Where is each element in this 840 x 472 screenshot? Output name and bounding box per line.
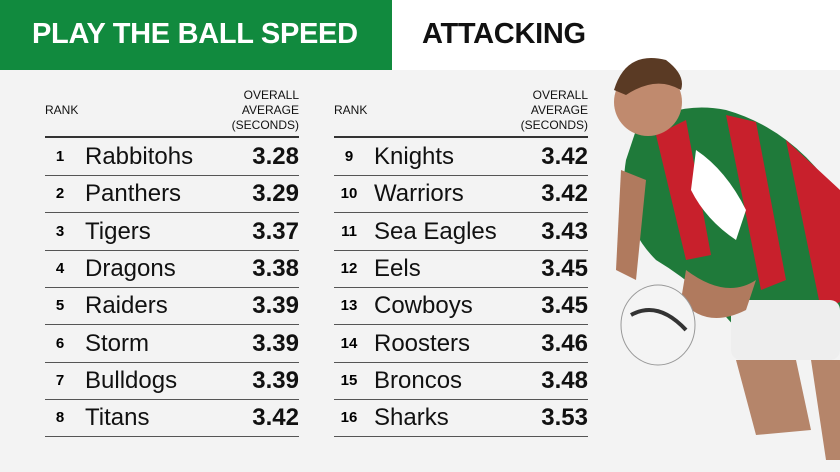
rank: 16 [340, 409, 358, 427]
table-row: 2 Panthers 3.29 [45, 175, 299, 214]
table-row: 9 Knights 3.42 [334, 138, 588, 176]
team-name: Roosters [374, 329, 471, 357]
team-name: Knights [374, 143, 455, 170]
table-row: 1 Rabbitohs 3.28 [45, 138, 299, 176]
team-name: Panthers [85, 180, 182, 208]
rank: 14 [340, 334, 358, 352]
column-header: RANK [334, 103, 368, 117]
table-row: 7 Bulldogs 3.39 [45, 362, 299, 400]
team-name: Bulldogs [85, 366, 178, 394]
average-seconds: 3.42 [541, 143, 588, 170]
rank: 4 [55, 259, 65, 277]
rank: 11 [341, 222, 357, 240]
average-seconds: 3.37 [252, 217, 299, 245]
team-name: Cowboys [374, 292, 473, 320]
table-row: 13 Cowboys 3.45 [334, 287, 588, 326]
subtitle-band: ATTACKING [392, 0, 840, 70]
column-header: OVERALL AVERAGE (SECONDS) [231, 88, 299, 132]
rank: 15 [340, 371, 358, 389]
rank: 6 [55, 334, 65, 352]
team-name: Dragons [85, 254, 176, 282]
average-seconds: 3.39 [252, 366, 299, 394]
table-row: 11 Sea Eagles 3.43 [334, 213, 588, 251]
average-seconds: 3.48 [541, 366, 588, 394]
table-row: 12 Eels 3.45 [334, 250, 588, 288]
rank: 2 [55, 185, 65, 203]
rank: 3 [55, 222, 65, 240]
table-row: 15 Broncos 3.48 [334, 362, 588, 400]
team-name: Tigers [85, 217, 151, 245]
average-seconds: 3.45 [541, 292, 588, 320]
rank: 8 [55, 409, 65, 427]
player-photo [614, 58, 840, 460]
average-seconds: 3.39 [252, 292, 299, 320]
average-seconds: 3.53 [541, 404, 588, 432]
rank: 10 [340, 185, 358, 203]
column-header: OVERALL AVERAGE (SECONDS) [520, 88, 588, 132]
average-seconds: 3.38 [252, 254, 299, 282]
rank: 12 [340, 259, 358, 277]
table-row: 8 Titans 3.42 [45, 399, 299, 438]
average-seconds: 3.46 [541, 329, 588, 357]
subtitle: ATTACKING [422, 18, 586, 50]
team-name: Raiders [85, 292, 168, 320]
table-row: 3 Tigers 3.37 [45, 213, 299, 251]
table-row: 6 Storm 3.39 [45, 325, 299, 363]
rank: 1 [55, 148, 65, 165]
table-row: 5 Raiders 3.39 [45, 287, 299, 326]
rank: 7 [55, 371, 65, 389]
header-rule [334, 136, 588, 138]
team-name: Eels [374, 254, 421, 282]
average-seconds: 3.29 [252, 180, 299, 208]
team-name: Rabbitohs [85, 143, 194, 170]
team-name: Titans [85, 404, 150, 432]
average-seconds: 3.28 [252, 143, 299, 170]
rank: 5 [55, 297, 65, 315]
header-rule [45, 136, 299, 138]
rank: 13 [340, 297, 358, 315]
team-name: Storm [85, 329, 150, 357]
average-seconds: 3.43 [541, 217, 588, 245]
team-name: Broncos [374, 366, 463, 394]
rank: 9 [344, 148, 354, 165]
average-seconds: 3.39 [252, 329, 299, 357]
table-row: 4 Dragons 3.38 [45, 250, 299, 288]
table-row: 10 Warriors 3.42 [334, 175, 588, 214]
title-band: PLAY THE BALL SPEED [0, 0, 392, 70]
average-seconds: 3.45 [541, 254, 588, 282]
average-seconds: 3.42 [541, 180, 588, 208]
table-row: 14 Roosters 3.46 [334, 325, 588, 363]
team-name: Warriors [374, 180, 464, 208]
team-name: Sharks [374, 404, 449, 432]
team-name: Sea Eagles [374, 217, 497, 245]
title: PLAY THE BALL SPEED [32, 18, 358, 50]
average-seconds: 3.42 [252, 404, 299, 432]
table-row: 16 Sharks 3.53 [334, 399, 588, 438]
column-header: RANK [45, 103, 79, 117]
